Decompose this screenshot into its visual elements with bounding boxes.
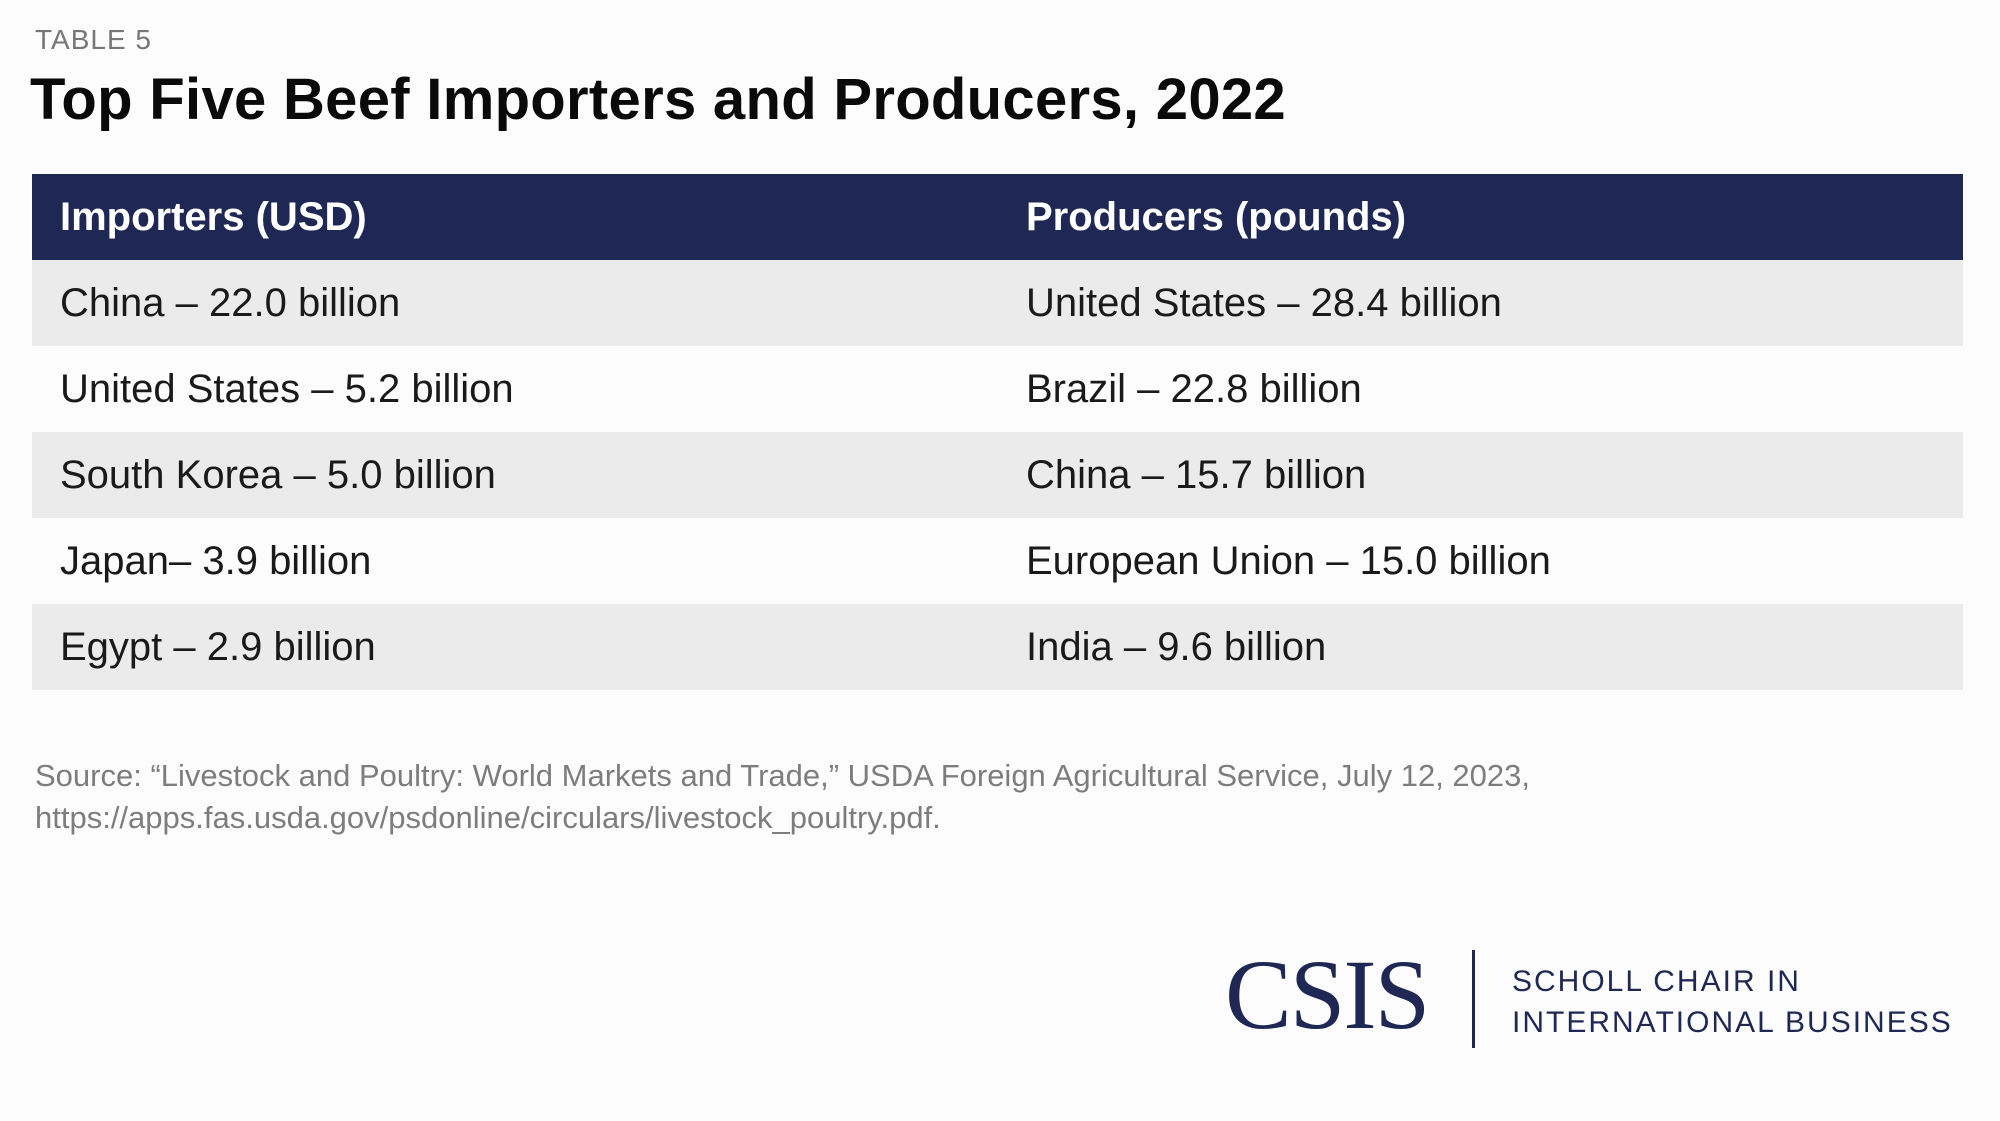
producer-cell: Brazil – 22.8 billion	[998, 346, 1963, 432]
table-header-row: Importers (USD) Producers (pounds)	[32, 174, 1963, 260]
logo-subtitle: SCHOLL CHAIR IN INTERNATIONAL BUSINESS	[1512, 961, 1953, 1043]
table-row: Egypt – 2.9 billion India – 9.6 billion	[32, 604, 1963, 690]
page-title: Top Five Beef Importers and Producers, 2…	[30, 67, 1286, 132]
logo-subtitle-line-1: SCHOLL CHAIR IN	[1512, 965, 1801, 998]
table-row: South Korea – 5.0 billion China – 15.7 b…	[32, 432, 1963, 518]
importer-cell: China – 22.0 billion	[32, 260, 998, 346]
importer-cell: South Korea – 5.0 billion	[32, 432, 998, 518]
header-producers: Producers (pounds)	[998, 174, 1963, 260]
table-row: United States – 5.2 billion Brazil – 22.…	[32, 346, 1963, 432]
importer-cell: Egypt – 2.9 billion	[32, 604, 998, 690]
producer-cell: United States – 28.4 billion	[998, 260, 1963, 346]
logo-subtitle-line-2: INTERNATIONAL BUSINESS	[1512, 1006, 1953, 1039]
csis-wordmark: CSIS	[1225, 939, 1430, 1050]
table-label: TABLE 5	[35, 24, 152, 55]
importer-cell: Japan– 3.9 billion	[32, 518, 998, 604]
producer-cell: European Union – 15.0 billion	[998, 518, 1963, 604]
header-importers: Importers (USD)	[32, 174, 998, 260]
logo-divider	[1472, 950, 1475, 1048]
source-note: Source: “Livestock and Poultry: World Ma…	[35, 755, 1935, 839]
importer-cell: United States – 5.2 billion	[32, 346, 998, 432]
data-table: Importers (USD) Producers (pounds) China…	[32, 174, 1963, 690]
table-row: Japan– 3.9 billion European Union – 15.0…	[32, 518, 1963, 604]
source-line-2: https://apps.fas.usda.gov/psdonline/circ…	[35, 800, 941, 835]
table-row: China – 22.0 billion United States – 28.…	[32, 260, 1963, 346]
producer-cell: China – 15.7 billion	[998, 432, 1963, 518]
source-line-1: Source: “Livestock and Poultry: World Ma…	[35, 758, 1530, 793]
producer-cell: India – 9.6 billion	[998, 604, 1963, 690]
